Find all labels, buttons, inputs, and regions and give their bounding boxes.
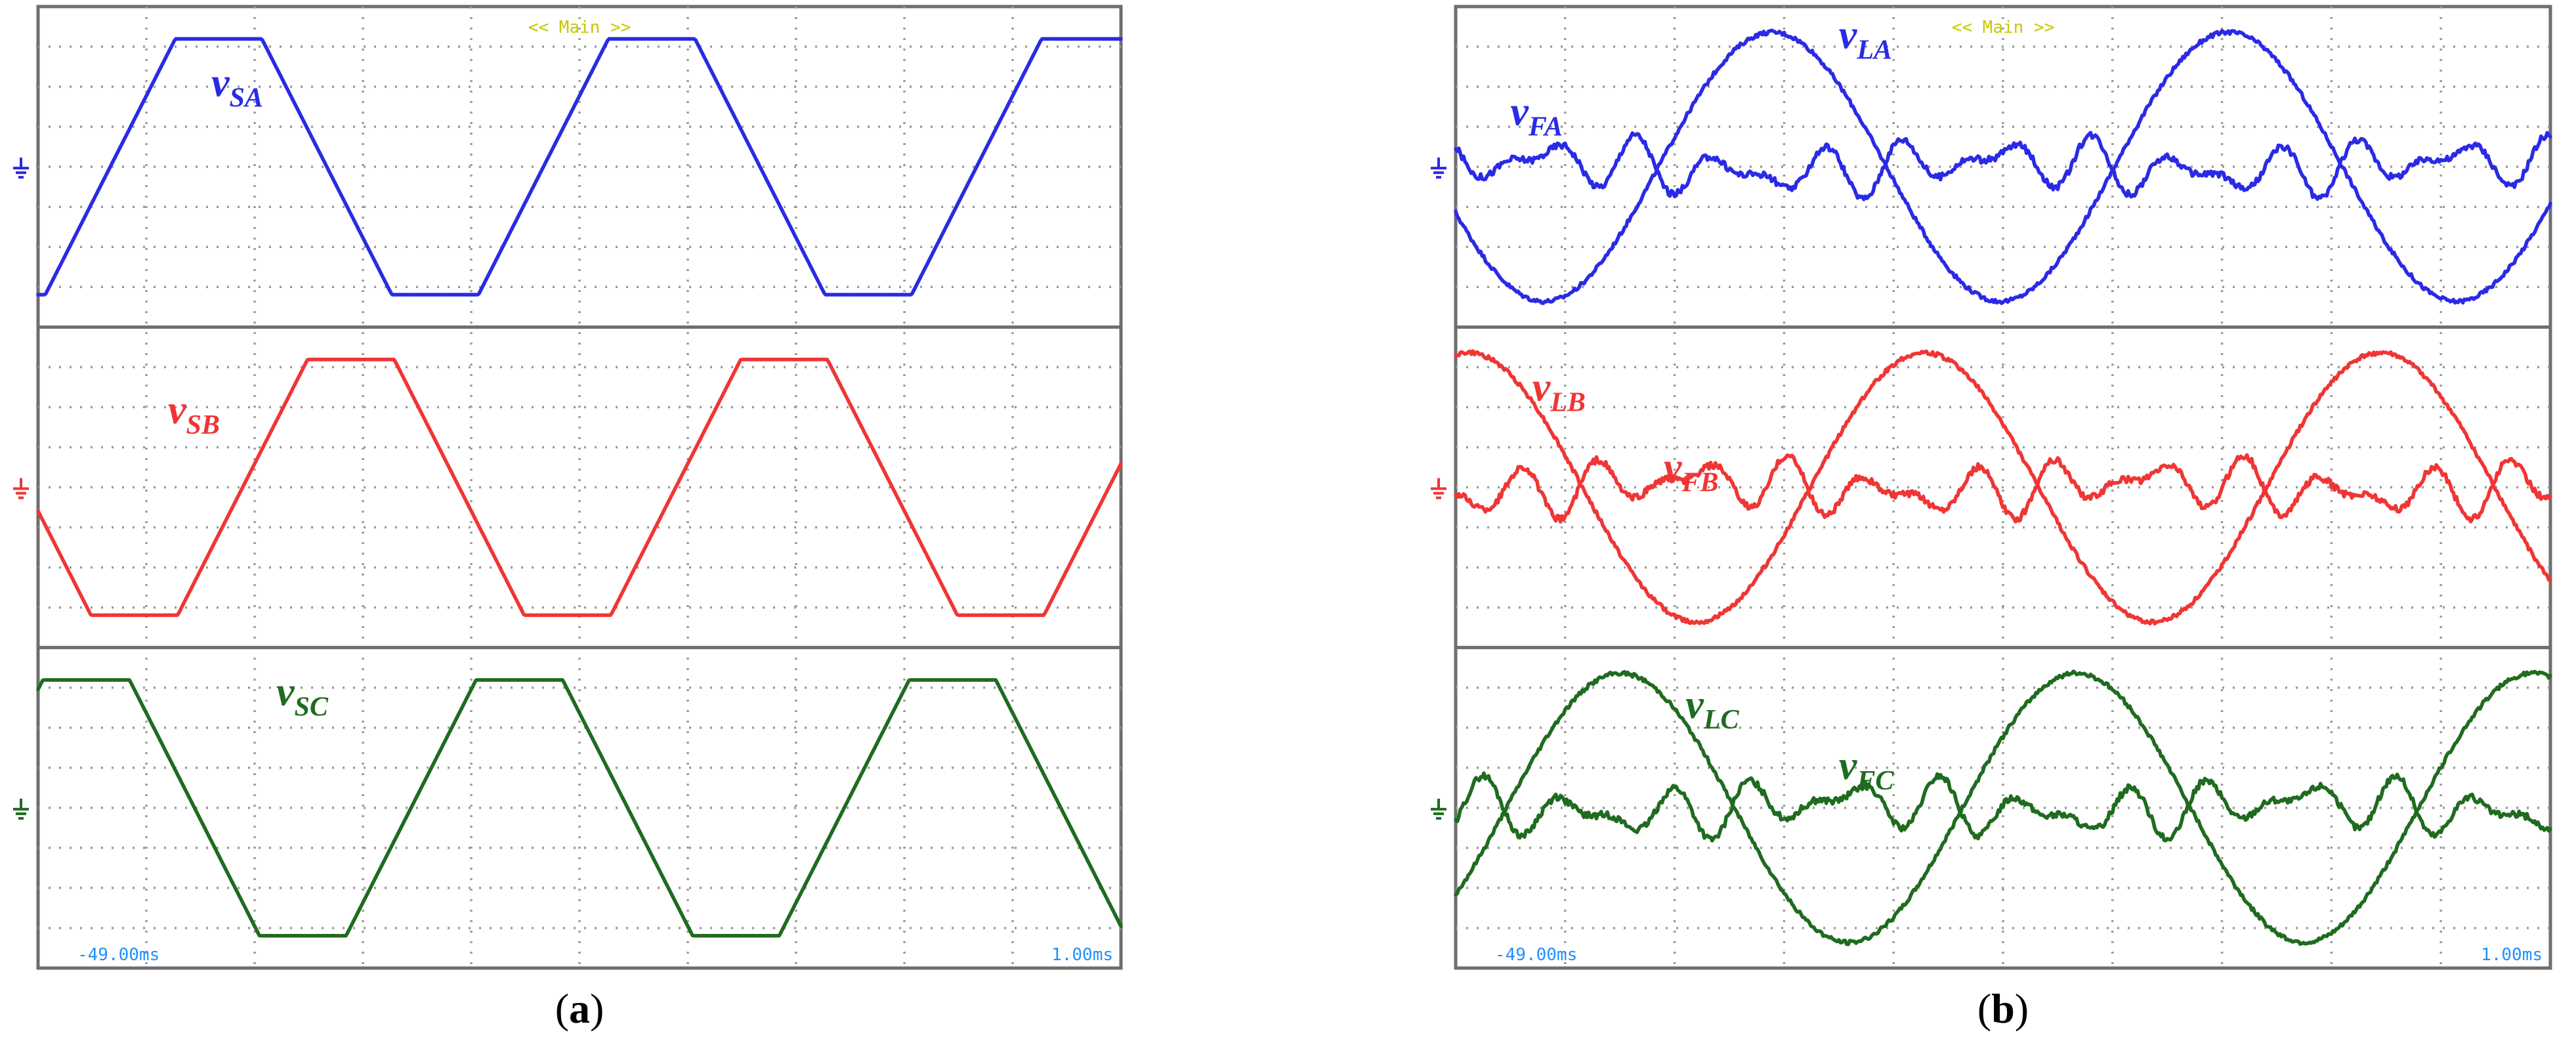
- panel-a-caption: (a): [555, 985, 604, 1032]
- panel-b-oscilloscope: << Main >> vLA vFA vLB vFB vLC vFC -49.00ms 1.00…: [1431, 5, 2552, 1032]
- series-line-vlb: [1454, 349, 2552, 626]
- strip-2: vLB vFB: [1431, 349, 2552, 626]
- time-start-label: -49.00ms: [1495, 945, 1577, 965]
- series-label-vla: vLA: [1839, 12, 1892, 65]
- series-label-vsa: vSA: [211, 61, 263, 114]
- series-label-vlb: vLB: [1532, 366, 1586, 418]
- series-line-vsc: [36, 678, 1123, 938]
- series-label-vfa: vFA: [1510, 90, 1563, 142]
- series-line-vsa: [36, 37, 1123, 297]
- series-line-vsb: [36, 357, 1123, 618]
- ground-reference-icon: [1431, 158, 1446, 179]
- series-line-vfb: [1454, 453, 2552, 524]
- time-start-label: -49.00ms: [77, 945, 159, 965]
- ground-reference-icon: [1431, 798, 1446, 820]
- strip-1: vSA: [13, 37, 1123, 297]
- series-line-vla: [1454, 28, 2552, 305]
- series-label-vsb: vSB: [168, 388, 220, 440]
- series-line-vlc: [1454, 669, 2552, 946]
- series-line-vfc: [1454, 771, 2552, 843]
- series-label-vlc: vLC: [1685, 683, 1739, 735]
- ground-reference-icon: [13, 798, 29, 820]
- time-end-label: 1.00ms: [1051, 945, 1113, 965]
- panel-b-caption: (b): [1977, 985, 2029, 1032]
- series-label-vfc: vFC: [1839, 744, 1895, 796]
- strip-3: vSC: [13, 670, 1123, 938]
- main-timebase-label: << Main >>: [1952, 18, 2055, 37]
- strip-2: vSB: [13, 357, 1123, 618]
- strip-1: vLA vFA: [1431, 12, 2552, 305]
- ground-reference-icon: [13, 158, 29, 179]
- main-timebase-label: << Main >>: [528, 18, 631, 37]
- panel-a-oscilloscope: << Main >> vSA vSB vSC -49.00ms 1.00ms (a): [13, 5, 1123, 1032]
- series-label-vsc: vSC: [276, 670, 329, 723]
- strip-3: vLC vFC: [1431, 669, 2552, 946]
- ground-reference-icon: [1431, 478, 1446, 499]
- panel-a-frame: [36, 5, 1123, 970]
- time-end-label: 1.00ms: [2481, 945, 2543, 965]
- series-line-vfa: [1454, 131, 2552, 201]
- series-label-vfb: vFB: [1664, 446, 1719, 498]
- ground-reference-icon: [13, 478, 29, 499]
